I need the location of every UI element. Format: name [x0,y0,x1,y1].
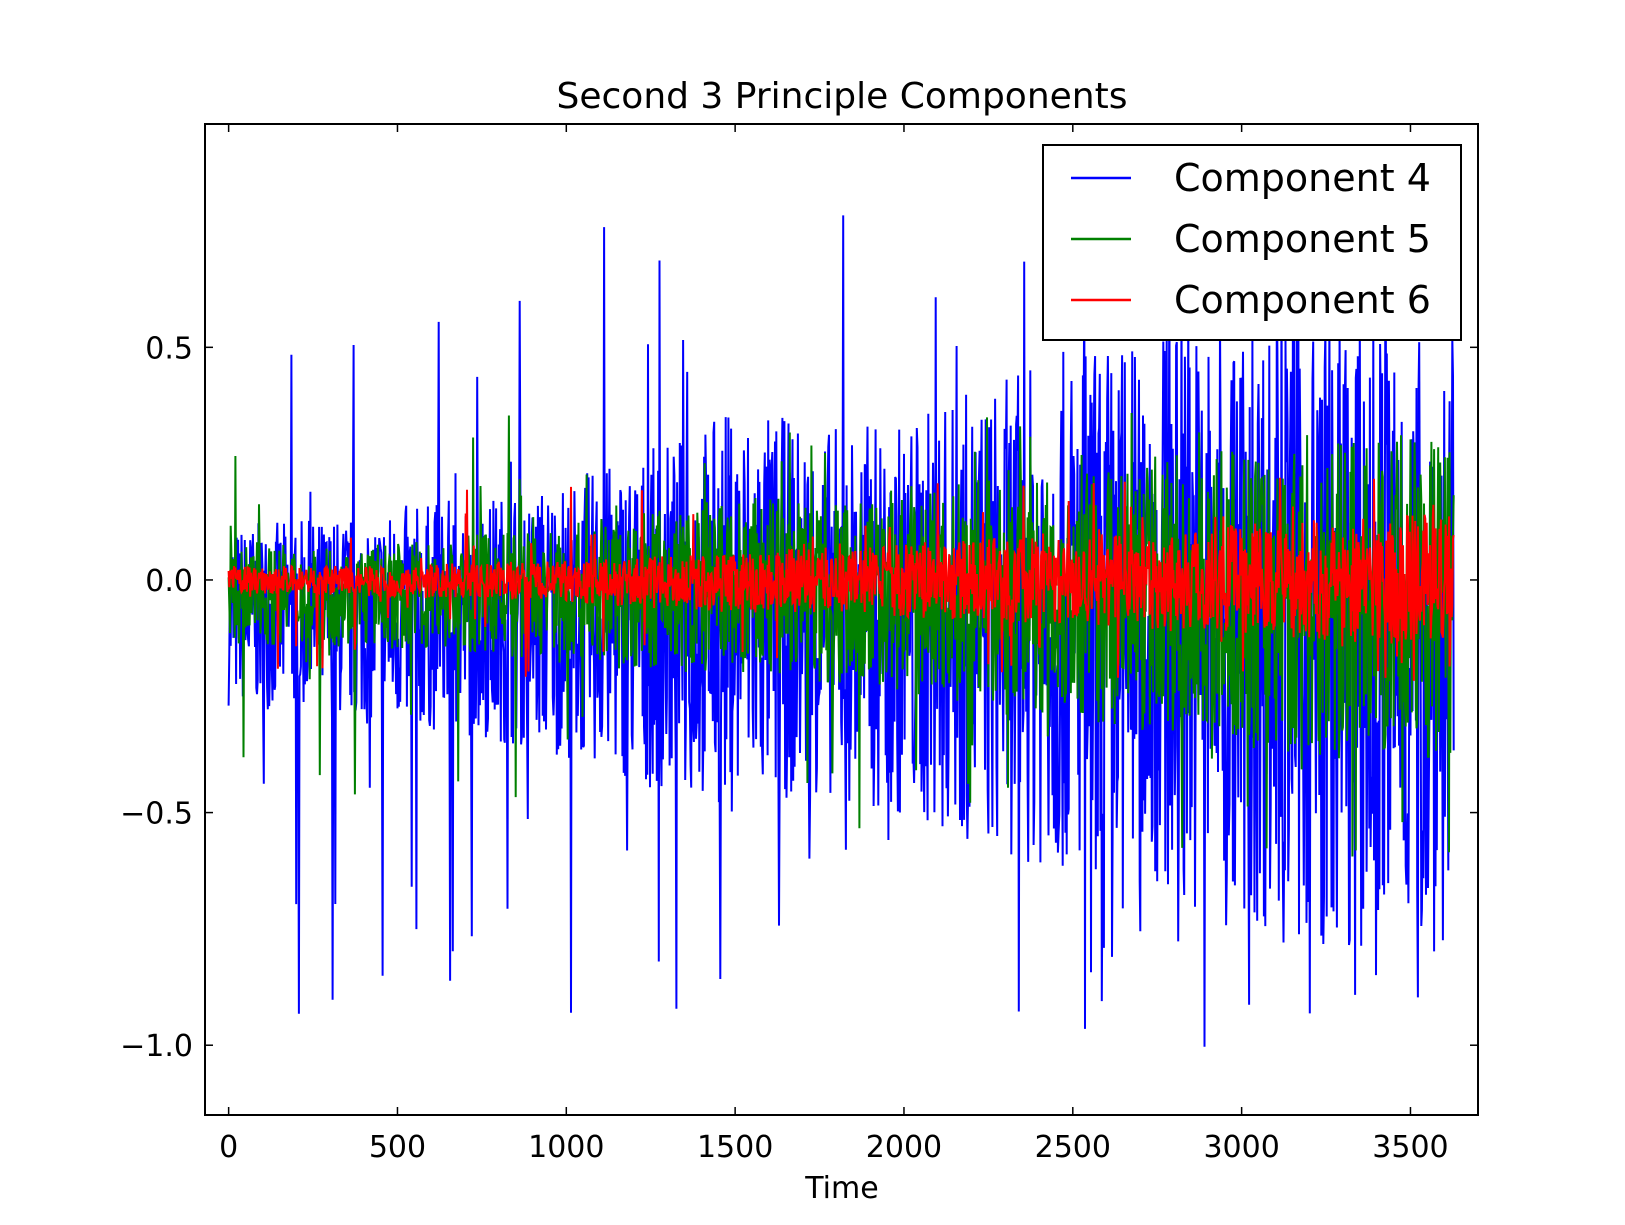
x-tick-label: 1000 [528,1130,604,1165]
legend-label: Component 6 [1174,278,1431,322]
x-tick-label: 1500 [697,1130,773,1165]
legend: Component 4 Component 5 Component 6 [1042,144,1462,341]
x-tick-label: 3000 [1203,1130,1279,1165]
series-line-component-5 [227,412,1455,857]
y-tick-label: 0.0 [145,564,193,599]
x-tick-label: 500 [369,1130,426,1165]
y-tick-label: −1.0 [120,1029,193,1064]
x-tick-label: 3500 [1372,1130,1448,1165]
series-line-component-6 [227,477,1455,681]
legend-label: Component 4 [1174,156,1431,200]
legend-label: Component 5 [1174,217,1431,261]
x-tick-label: 0 [219,1130,238,1165]
chart-title: Second 3 Principle Components [557,76,1128,117]
y-tick-label: −0.5 [120,797,193,832]
plot-frame [204,123,1479,1116]
y-tick-label: 0.5 [145,331,193,366]
plot-series-group [227,205,1455,1047]
x-axis-label: Time [804,1171,878,1206]
x-tick-label: 2000 [866,1130,942,1165]
x-tick-label: 2500 [1035,1130,1111,1165]
axis-ticks-group: 0 500 1000 1500 2000 2500 3000 3500 0.5 0.0 −0.5 −1… [120,124,1478,1165]
